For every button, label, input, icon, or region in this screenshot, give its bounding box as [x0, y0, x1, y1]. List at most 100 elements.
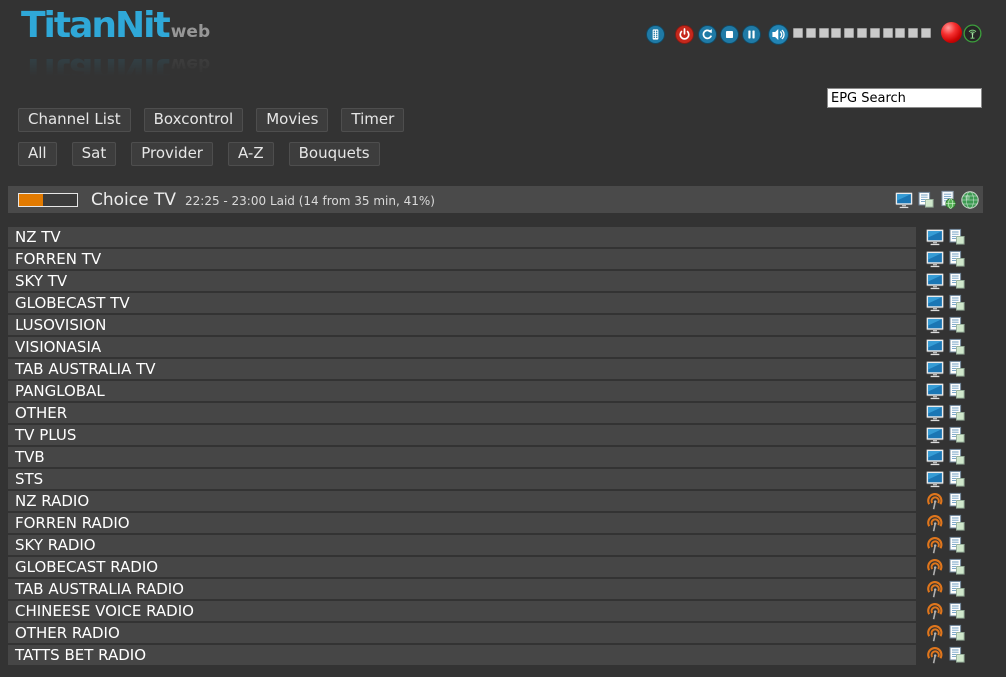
zap-tv-icon[interactable] — [925, 271, 945, 291]
volume-segment[interactable] — [908, 28, 919, 38]
epg-icon[interactable] — [947, 579, 967, 599]
remote-icon[interactable] — [646, 25, 665, 44]
epg-icon[interactable] — [947, 601, 967, 621]
zap-radio-icon[interactable] — [925, 557, 945, 577]
zap-radio-icon[interactable] — [925, 623, 945, 643]
zap-radio-icon[interactable] — [925, 491, 945, 511]
channel-row: NZ TV — [8, 227, 1006, 247]
channel-name[interactable]: OTHER — [8, 403, 916, 423]
channel-name[interactable]: STS — [8, 469, 916, 489]
epg-icon[interactable] — [947, 227, 967, 247]
zap-radio-icon[interactable] — [925, 513, 945, 533]
volume-segment[interactable] — [831, 28, 842, 38]
channel-name[interactable]: TV PLUS — [8, 425, 916, 445]
volume-segment[interactable] — [882, 28, 893, 38]
filter-bouquets[interactable]: Bouquets — [288, 142, 380, 166]
pause-icon[interactable] — [742, 25, 761, 44]
epg-icon[interactable] — [947, 491, 967, 511]
volume-segment[interactable] — [895, 28, 906, 38]
stop-icon[interactable] — [720, 25, 739, 44]
epg-icon[interactable] — [947, 249, 967, 269]
tab-timer[interactable]: Timer — [341, 108, 405, 132]
epg-icon[interactable] — [947, 447, 967, 467]
epg-icon[interactable] — [947, 469, 967, 489]
epg-icon[interactable] — [947, 293, 967, 313]
epg-list-icon[interactable] — [916, 190, 936, 210]
channel-name[interactable]: LUSOVISION — [8, 315, 916, 335]
channel-name[interactable]: GLOBECAST RADIO — [8, 557, 916, 577]
zap-tv-icon[interactable] — [925, 227, 945, 247]
epg-search-input[interactable] — [827, 88, 982, 108]
web-epg-icon[interactable] — [938, 190, 958, 210]
epg-icon[interactable] — [947, 337, 967, 357]
volume-segment[interactable] — [920, 28, 931, 38]
zap-tv-icon[interactable] — [925, 337, 945, 357]
tab-channel-list[interactable]: Channel List — [18, 108, 131, 132]
channel-name[interactable]: TVB — [8, 447, 916, 467]
channel-row-actions — [925, 381, 967, 401]
tab-boxcontrol[interactable]: Boxcontrol — [143, 108, 244, 132]
globe-stream-icon[interactable] — [960, 190, 980, 210]
speaker-icon[interactable] — [768, 24, 789, 45]
channel-row-actions — [925, 469, 967, 489]
channel-name[interactable]: TATTS BET RADIO — [8, 645, 916, 665]
channel-name[interactable]: OTHER RADIO — [8, 623, 916, 643]
channel-name[interactable]: GLOBECAST TV — [8, 293, 916, 313]
epg-icon[interactable] — [947, 513, 967, 533]
channel-list: NZ TV FORREN TV — [8, 227, 1006, 667]
stream-indicator-icon — [963, 24, 982, 43]
epg-icon[interactable] — [947, 403, 967, 423]
volume-segment[interactable] — [844, 28, 855, 38]
channel-name[interactable]: VISIONASIA — [8, 337, 916, 357]
power-icon[interactable] — [675, 25, 694, 44]
filter-provider[interactable]: Provider — [131, 142, 213, 166]
volume-segment[interactable] — [805, 28, 816, 38]
channel-row: FORREN RADIO — [8, 513, 1006, 533]
channel-name[interactable]: FORREN RADIO — [8, 513, 916, 533]
zap-tv-icon[interactable] — [925, 469, 945, 489]
filter-all[interactable]: All — [18, 142, 57, 166]
zap-tv-icon[interactable] — [925, 381, 945, 401]
tab-movies[interactable]: Movies — [256, 108, 329, 132]
channel-name[interactable]: SKY TV — [8, 271, 916, 291]
filter-sat[interactable]: Sat — [71, 142, 117, 166]
volume-segment[interactable] — [818, 28, 829, 38]
epg-icon[interactable] — [947, 425, 967, 445]
zap-tv-icon[interactable] — [925, 403, 945, 423]
zap-tv-icon[interactable] — [925, 315, 945, 335]
channel-row: VISIONASIA — [8, 337, 1006, 357]
volume-segment[interactable] — [869, 28, 880, 38]
channel-name[interactable]: TAB AUSTRALIA RADIO — [8, 579, 916, 599]
channel-name[interactable]: NZ RADIO — [8, 491, 916, 511]
epg-icon[interactable] — [947, 557, 967, 577]
zap-radio-icon[interactable] — [925, 535, 945, 555]
zap-radio-icon[interactable] — [925, 645, 945, 665]
epg-icon[interactable] — [947, 315, 967, 335]
channel-row: SKY RADIO — [8, 535, 1006, 555]
volume-segment[interactable] — [856, 28, 867, 38]
volume-segment[interactable] — [793, 28, 803, 38]
filter-a-z[interactable]: A-Z — [227, 142, 274, 166]
channel-name[interactable]: TAB AUSTRALIA TV — [8, 359, 916, 379]
zap-tv-icon[interactable] — [925, 447, 945, 467]
zap-tv-icon[interactable] — [925, 249, 945, 269]
epg-icon[interactable] — [947, 645, 967, 665]
channel-name[interactable]: SKY RADIO — [8, 535, 916, 555]
epg-icon[interactable] — [947, 535, 967, 555]
watch-tv-icon[interactable] — [894, 190, 914, 210]
zap-radio-icon[interactable] — [925, 579, 945, 599]
reload-icon[interactable] — [698, 25, 717, 44]
epg-icon[interactable] — [947, 381, 967, 401]
channel-name[interactable]: CHINEESE VOICE RADIO — [8, 601, 916, 621]
channel-name[interactable]: PANGLOBAL — [8, 381, 916, 401]
zap-radio-icon[interactable] — [925, 601, 945, 621]
epg-icon[interactable] — [947, 623, 967, 643]
epg-icon[interactable] — [947, 359, 967, 379]
channel-name[interactable]: FORREN TV — [8, 249, 916, 269]
epg-icon[interactable] — [947, 271, 967, 291]
zap-tv-icon[interactable] — [925, 293, 945, 313]
volume-bar[interactable] — [793, 28, 931, 38]
zap-tv-icon[interactable] — [925, 425, 945, 445]
zap-tv-icon[interactable] — [925, 359, 945, 379]
channel-name[interactable]: NZ TV — [8, 227, 916, 247]
